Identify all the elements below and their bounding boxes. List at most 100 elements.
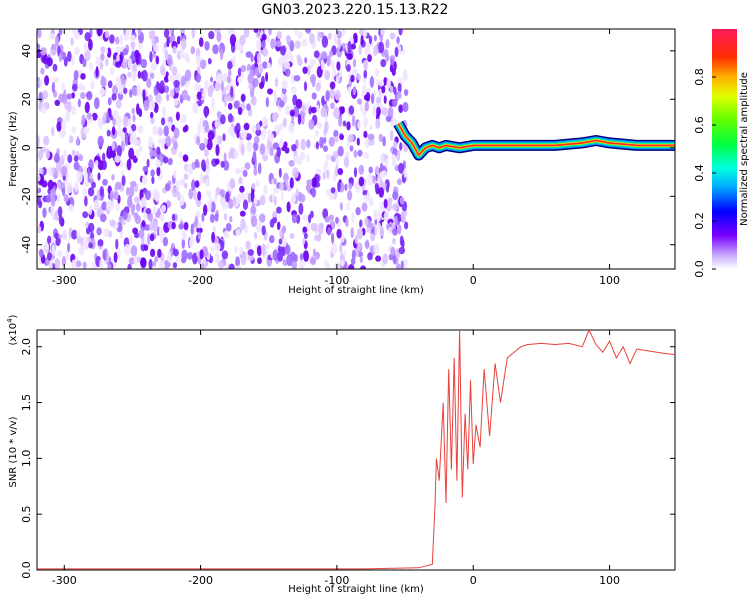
heatmap-cell xyxy=(122,48,129,56)
heatmap-cell xyxy=(146,77,152,89)
heatmap-cell xyxy=(389,130,394,141)
heatmap-cell xyxy=(254,231,257,240)
heatmap-cell xyxy=(272,249,279,261)
heatmap-cell xyxy=(115,61,122,68)
heatmap-cell xyxy=(333,150,339,159)
heatmap-cell xyxy=(227,82,231,92)
heatmap-cell xyxy=(76,136,80,146)
heatmap-cell xyxy=(385,158,389,169)
heatmap-cell xyxy=(229,147,234,157)
heatmap-cell xyxy=(81,114,86,124)
heatmap-cell xyxy=(350,74,355,83)
heatmap-cell xyxy=(164,261,171,268)
heatmap-cell xyxy=(51,167,56,175)
heatmap-cell xyxy=(214,158,220,165)
y-tick-label: -40 xyxy=(20,236,33,254)
heatmap-cell xyxy=(172,66,178,76)
heatmap-cell xyxy=(376,106,381,117)
heatmap-cell xyxy=(120,160,124,168)
heatmap-cell xyxy=(78,83,84,90)
heatmap-cell xyxy=(277,251,284,262)
heatmap-cell xyxy=(184,69,192,82)
heatmap-cell xyxy=(373,35,377,42)
heatmap-cell xyxy=(129,185,135,198)
heatmap-cell xyxy=(227,102,233,110)
heatmap-cell xyxy=(82,187,88,199)
heatmap-cell xyxy=(159,260,166,269)
heatmap-cell xyxy=(46,252,53,261)
heatmap-cell xyxy=(267,88,273,95)
heatmap-cell xyxy=(239,185,245,193)
heatmap-cell xyxy=(219,189,226,196)
heatmap-cell xyxy=(142,166,148,172)
heatmap-cell xyxy=(219,114,226,125)
heatmap-cell xyxy=(172,262,178,269)
heatmap-cell xyxy=(171,213,176,221)
heatmap-cell xyxy=(226,76,231,84)
heatmap-cell xyxy=(61,82,65,91)
heatmap-cell xyxy=(47,179,54,190)
heatmap-cell xyxy=(42,207,47,218)
heatmap-cell xyxy=(172,45,177,54)
heatmap-cell xyxy=(152,220,158,232)
heatmap-cell xyxy=(277,57,284,67)
heatmap-cell xyxy=(180,29,185,34)
heatmap-cell xyxy=(311,186,316,198)
heatmap-cell xyxy=(145,190,151,201)
heatmap-cell xyxy=(128,234,134,246)
heatmap-cell xyxy=(62,228,67,241)
heatmap-cell xyxy=(53,76,59,84)
heatmap-cell xyxy=(113,191,119,200)
snr-frame xyxy=(36,329,676,571)
heatmap-cell xyxy=(100,213,107,223)
heatmap-cell xyxy=(162,236,169,247)
heatmap-cell xyxy=(358,44,362,55)
heatmap-cell xyxy=(378,41,385,54)
heatmap-cell xyxy=(150,72,155,80)
heatmap-cell xyxy=(257,162,262,175)
heatmap-cell xyxy=(115,76,122,89)
heatmap-cell xyxy=(207,58,212,65)
heatmap-cell xyxy=(127,57,133,69)
heatmap-cell xyxy=(156,146,161,155)
heatmap-cell xyxy=(150,117,155,125)
heatmap-cell xyxy=(50,196,56,207)
heatmap-cell xyxy=(373,243,380,255)
heatmap-cell xyxy=(364,239,370,250)
colorbar-tick-label: 0.0 xyxy=(693,260,706,278)
heatmap-cell xyxy=(257,63,264,75)
heatmap-cell xyxy=(374,165,380,175)
heatmap-cell xyxy=(130,245,138,257)
spectrogram-x-label: Height of straight line (km) xyxy=(288,285,424,296)
heatmap-cell xyxy=(270,38,276,49)
heatmap-cell xyxy=(204,122,210,133)
heatmap-cell xyxy=(105,58,109,67)
heatmap-cell xyxy=(403,168,407,178)
heatmap-cell xyxy=(157,137,162,144)
heatmap-cell xyxy=(192,102,199,114)
heatmap-cell xyxy=(214,252,220,264)
heatmap-cell xyxy=(274,77,279,88)
heatmap-cell xyxy=(358,164,365,175)
heatmap-cell xyxy=(167,249,171,262)
heatmap-cell xyxy=(234,245,238,254)
spectrogram-cells xyxy=(37,29,675,269)
heatmap-cell xyxy=(370,93,375,105)
heatmap-cell xyxy=(368,139,375,146)
heatmap-cell xyxy=(373,209,378,221)
heatmap-cell xyxy=(37,225,42,234)
heatmap-cell xyxy=(374,183,379,191)
heatmap-cell xyxy=(243,29,250,38)
heatmap-cell xyxy=(296,54,301,62)
heatmap-cell xyxy=(47,235,52,245)
heatmap-cell xyxy=(398,162,405,174)
heatmap-cell xyxy=(149,51,153,63)
heatmap-cell xyxy=(363,69,368,79)
heatmap-cell xyxy=(325,188,331,197)
heatmap-cell xyxy=(142,89,146,102)
heatmap-cell xyxy=(120,131,125,141)
heatmap-cell xyxy=(51,81,56,93)
heatmap-cell xyxy=(181,89,188,101)
heatmap-cell xyxy=(131,87,138,96)
heatmap-cell xyxy=(103,228,109,238)
